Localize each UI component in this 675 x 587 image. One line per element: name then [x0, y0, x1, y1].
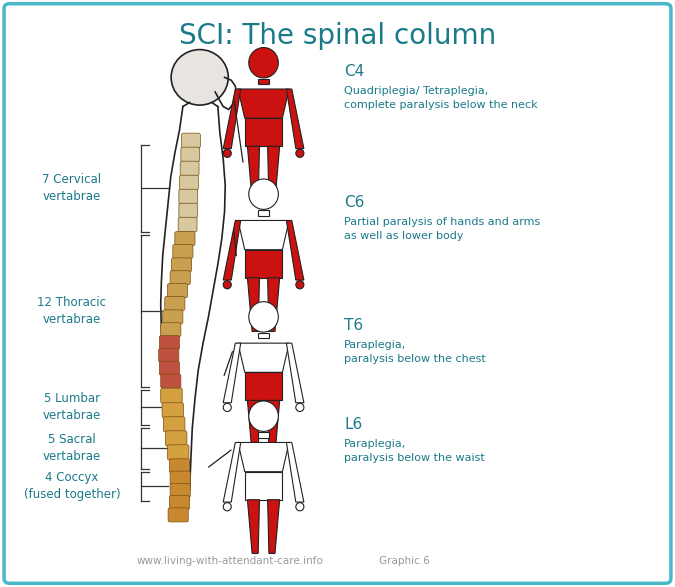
Polygon shape: [223, 443, 241, 502]
Polygon shape: [248, 400, 259, 454]
Ellipse shape: [223, 149, 232, 157]
Ellipse shape: [296, 149, 304, 157]
Text: T6: T6: [344, 318, 363, 333]
FancyBboxPatch shape: [161, 323, 181, 337]
Text: C4: C4: [344, 64, 364, 79]
Ellipse shape: [171, 49, 228, 105]
Polygon shape: [258, 333, 269, 339]
FancyBboxPatch shape: [171, 258, 192, 272]
Polygon shape: [286, 221, 304, 280]
Polygon shape: [245, 472, 282, 500]
Text: Paraplegia,
paralysis below the waist: Paraplegia, paralysis below the waist: [344, 439, 485, 463]
FancyBboxPatch shape: [4, 4, 671, 583]
Ellipse shape: [296, 403, 304, 411]
FancyBboxPatch shape: [173, 244, 193, 258]
FancyBboxPatch shape: [162, 403, 184, 418]
FancyBboxPatch shape: [159, 336, 180, 350]
FancyBboxPatch shape: [170, 471, 190, 485]
Polygon shape: [245, 372, 282, 400]
FancyBboxPatch shape: [178, 217, 197, 232]
Text: SCI: The spinal column: SCI: The spinal column: [179, 22, 496, 50]
Polygon shape: [223, 89, 241, 149]
FancyBboxPatch shape: [179, 189, 198, 204]
FancyBboxPatch shape: [170, 483, 190, 497]
Polygon shape: [267, 400, 279, 454]
Polygon shape: [223, 221, 241, 280]
Text: Graphic 6: Graphic 6: [379, 556, 430, 566]
FancyBboxPatch shape: [180, 161, 199, 176]
FancyBboxPatch shape: [175, 232, 195, 245]
Polygon shape: [267, 278, 279, 332]
Polygon shape: [286, 343, 304, 403]
Polygon shape: [286, 443, 304, 502]
Ellipse shape: [223, 502, 232, 511]
FancyBboxPatch shape: [181, 147, 200, 162]
FancyBboxPatch shape: [161, 374, 181, 388]
Ellipse shape: [249, 179, 278, 210]
FancyBboxPatch shape: [182, 133, 200, 148]
Polygon shape: [258, 210, 269, 216]
FancyBboxPatch shape: [167, 445, 189, 460]
Polygon shape: [267, 500, 279, 554]
Text: Quadriplegia/ Tetraplegia,
complete paralysis below the neck: Quadriplegia/ Tetraplegia, complete para…: [344, 86, 538, 110]
FancyBboxPatch shape: [179, 203, 198, 218]
Text: C6: C6: [344, 195, 364, 211]
Polygon shape: [248, 278, 259, 332]
Ellipse shape: [296, 502, 304, 511]
FancyBboxPatch shape: [165, 431, 187, 446]
Ellipse shape: [223, 403, 232, 411]
FancyBboxPatch shape: [169, 495, 190, 510]
Polygon shape: [286, 89, 304, 149]
FancyBboxPatch shape: [169, 459, 190, 473]
Ellipse shape: [296, 281, 304, 289]
FancyBboxPatch shape: [167, 284, 188, 298]
Text: 7 Cervical
vertabrae: 7 Cervical vertabrae: [43, 173, 101, 203]
Text: 4 Coccyx
(fused together): 4 Coccyx (fused together): [24, 471, 120, 501]
Ellipse shape: [223, 281, 232, 289]
Text: www.living-with-attendant-care.info: www.living-with-attendant-care.info: [136, 556, 323, 566]
Text: Paraplegia,
paralysis below the chest: Paraplegia, paralysis below the chest: [344, 340, 486, 364]
FancyBboxPatch shape: [170, 271, 190, 285]
Polygon shape: [238, 221, 289, 249]
Polygon shape: [223, 343, 241, 403]
FancyBboxPatch shape: [163, 310, 183, 324]
Polygon shape: [248, 146, 259, 200]
FancyBboxPatch shape: [180, 175, 198, 190]
FancyBboxPatch shape: [168, 508, 188, 522]
Text: 12 Thoracic
vertabrae: 12 Thoracic vertabrae: [38, 296, 107, 326]
Polygon shape: [248, 500, 259, 554]
Ellipse shape: [249, 302, 278, 332]
Text: 5 Lumbar
vertabrae: 5 Lumbar vertabrae: [43, 393, 101, 423]
Text: 5 Sacral
vertabrae: 5 Sacral vertabrae: [43, 433, 101, 463]
Polygon shape: [238, 89, 289, 118]
Polygon shape: [245, 249, 282, 278]
Polygon shape: [238, 343, 289, 372]
Ellipse shape: [249, 48, 278, 78]
FancyBboxPatch shape: [161, 388, 182, 403]
FancyBboxPatch shape: [163, 417, 185, 432]
FancyBboxPatch shape: [165, 296, 185, 311]
Polygon shape: [238, 443, 289, 472]
FancyBboxPatch shape: [159, 361, 180, 375]
Text: Partial paralysis of hands and arms
as well as lower body: Partial paralysis of hands and arms as w…: [344, 217, 541, 241]
Polygon shape: [258, 79, 269, 85]
Ellipse shape: [249, 401, 278, 431]
Polygon shape: [258, 432, 269, 438]
Polygon shape: [245, 118, 282, 146]
FancyBboxPatch shape: [159, 349, 179, 362]
Polygon shape: [267, 146, 279, 200]
Text: L6: L6: [344, 417, 362, 433]
